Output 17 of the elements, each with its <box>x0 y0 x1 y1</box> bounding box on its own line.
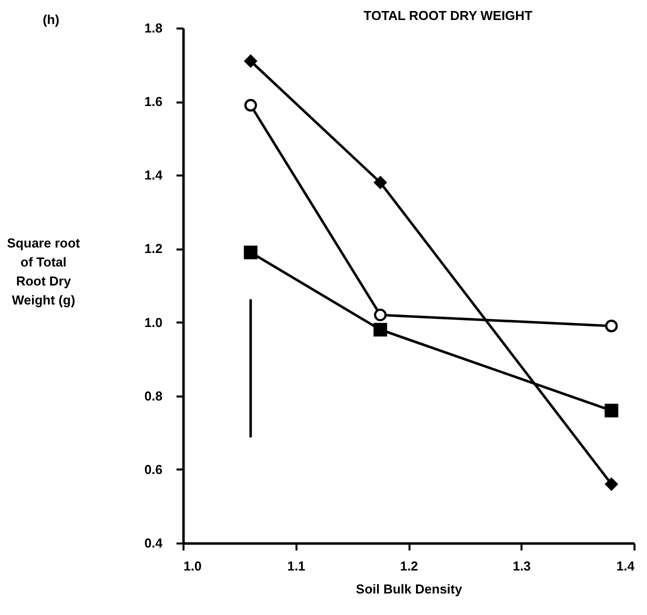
y-axis-title: Square root of Total Root Dry Weight (g) <box>7 236 81 308</box>
y-tick-label: 0.8 <box>144 388 162 404</box>
chart-title: TOTAL ROOT DRY WEIGHT <box>364 8 533 23</box>
y-tick-label: 1.6 <box>144 94 162 110</box>
x-tick-label: 1.2 <box>400 558 418 574</box>
y-tick-label: 1.4 <box>144 168 164 183</box>
y-tick-label: 1.0 <box>144 314 162 330</box>
x-tick-label: 1.4 <box>616 558 636 574</box>
x-tick-label: 1.3 <box>512 558 531 574</box>
y-tick-label: 0.4 <box>144 536 164 550</box>
x-tick-label: 1.0 <box>184 558 202 574</box>
y-tick-label: 0.6 <box>144 462 162 477</box>
x-tick-label: 1.1 <box>287 558 306 574</box>
y-tick-label: 1.8 <box>144 20 162 36</box>
x-axis-title: Soil Bulk Density <box>356 582 463 596</box>
y-tick-label: 1.2 <box>144 241 162 256</box>
text: (h) <box>42 12 60 27</box>
